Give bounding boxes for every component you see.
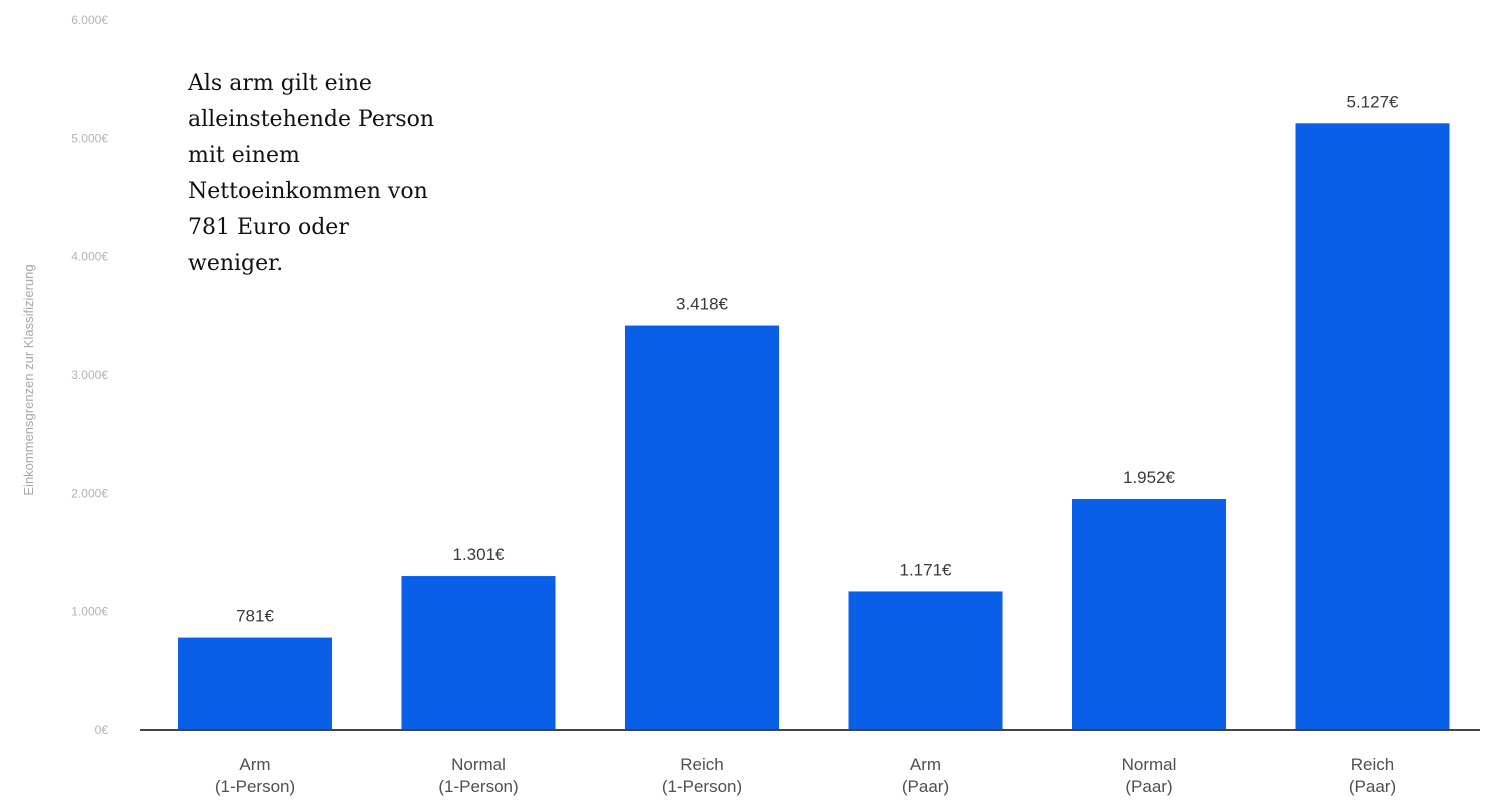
y-tick-label: 1.000€: [71, 605, 108, 619]
chart-annotation: Als arm gilt eine alleinstehende Person …: [188, 71, 435, 276]
value-label: 1.171€: [900, 560, 953, 579]
category-label-line: Normal: [451, 755, 506, 774]
category-label: Normal (1-Person): [438, 755, 518, 796]
bar: [848, 591, 1003, 730]
y-tick-label: 0€: [95, 723, 109, 737]
category-label-line: (Paar): [1349, 777, 1396, 796]
value-label: 781€: [236, 607, 274, 626]
category-label: Reich (1-Person): [662, 755, 742, 796]
y-tick-label: 2.000€: [71, 486, 108, 500]
category-label: Normal (Paar): [1122, 755, 1177, 796]
category-label-line: (1-Person): [662, 777, 742, 796]
bar: [178, 637, 332, 730]
category-label-line: (Paar): [1125, 777, 1172, 796]
value-label: 5.127€: [1347, 92, 1400, 111]
bar: [625, 325, 779, 730]
bar: [1295, 123, 1450, 731]
y-tick-label: 5.000€: [71, 131, 108, 145]
y-axis-title: Einkommensgrenzen zur Klassifizierung: [21, 264, 36, 495]
category-label-line: (1-Person): [438, 777, 518, 796]
category-label-line: (Paar): [902, 777, 949, 796]
bar: [401, 576, 556, 730]
value-label: 1.952€: [1123, 468, 1176, 487]
y-tick-label: 3.000€: [71, 368, 108, 382]
y-tick-label: 4.000€: [71, 250, 108, 264]
value-label: 3.418€: [676, 295, 729, 314]
category-label-line: Normal: [1122, 755, 1177, 774]
category-label-line: (1-Person): [215, 777, 295, 796]
bars: [178, 123, 1450, 731]
category-label-line: Arm: [239, 755, 270, 774]
value-labels: 781€ 1.301€ 3.418€ 1.171€ 1.952€ 5.127€: [236, 92, 1399, 625]
y-axis-ticks: 0€ 1.000€ 2.000€ 3.000€ 4.000€ 5.000€ 6.000€: [71, 13, 108, 737]
category-labels: Arm (1-Person) Normal (1-Person) Reich (1-Per…: [215, 755, 1396, 796]
bar: [1072, 499, 1226, 730]
category-label: Reich (Paar): [1349, 755, 1396, 796]
category-label-line: Reich: [1351, 755, 1394, 774]
y-tick-label: 6.000€: [71, 13, 108, 27]
category-label: Arm (Paar): [902, 755, 949, 796]
category-label-line: Reich: [680, 755, 723, 774]
value-label: 1.301€: [453, 545, 506, 564]
category-label-line: Arm: [910, 755, 941, 774]
category-label: Arm (1-Person): [215, 755, 295, 796]
